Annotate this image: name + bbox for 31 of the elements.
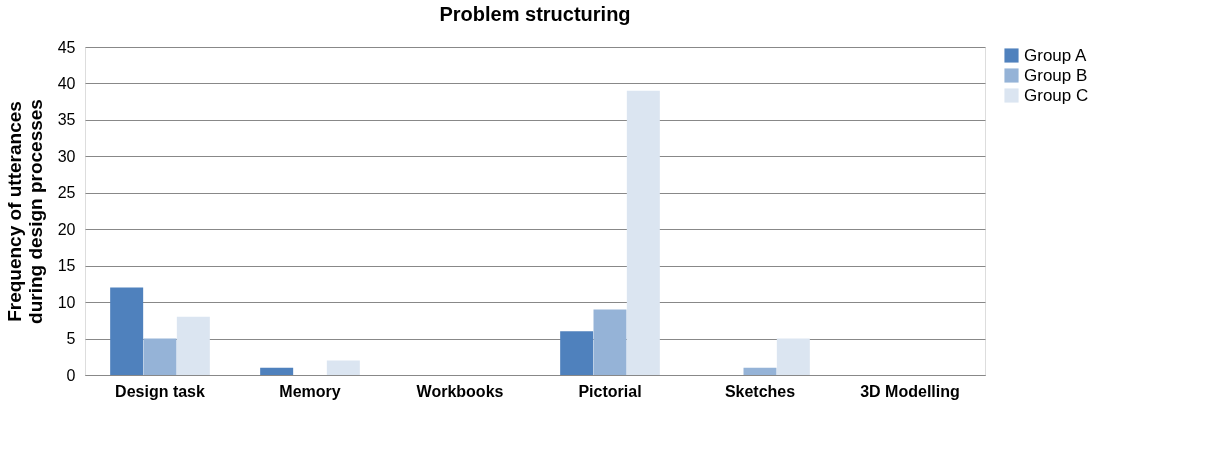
legend-label: Group B xyxy=(1024,65,1088,85)
legend-label: Group A xyxy=(1024,45,1088,65)
x-tick-label: Pictorial xyxy=(578,382,642,400)
bar xyxy=(176,316,210,375)
y-tick-label: 25 xyxy=(57,184,76,202)
x-tick-label: Workbooks xyxy=(416,382,504,400)
x-tick-label: Sketches xyxy=(724,382,796,400)
y-tick-label: 40 xyxy=(57,74,76,92)
y-tick-label: 0 xyxy=(66,366,76,384)
y-axis-title: Frequency of utterances during design processes xyxy=(3,99,46,324)
bar xyxy=(560,331,594,375)
y-tick-label: 30 xyxy=(57,147,76,165)
bar xyxy=(626,90,660,375)
y-tick-label: 10 xyxy=(57,293,76,311)
bar xyxy=(260,367,294,375)
chart-title: Problem structuring xyxy=(439,3,631,25)
bar xyxy=(743,367,777,375)
y-tick-label: 35 xyxy=(57,111,76,129)
x-tick-label: 3D Modelling xyxy=(860,382,960,400)
x-tick-label: Memory xyxy=(279,382,341,400)
bar xyxy=(776,338,810,375)
y-tick-label: 15 xyxy=(57,257,76,275)
bar xyxy=(593,309,627,375)
bar xyxy=(110,287,144,375)
bar xyxy=(326,360,360,375)
x-tick-label: Design task xyxy=(115,382,206,400)
bar xyxy=(143,338,177,375)
y-tick-label: 5 xyxy=(66,330,76,348)
y-tick-label: 45 xyxy=(57,38,76,56)
legend-label: Group C xyxy=(1024,85,1089,105)
y-tick-label: 20 xyxy=(57,220,76,238)
